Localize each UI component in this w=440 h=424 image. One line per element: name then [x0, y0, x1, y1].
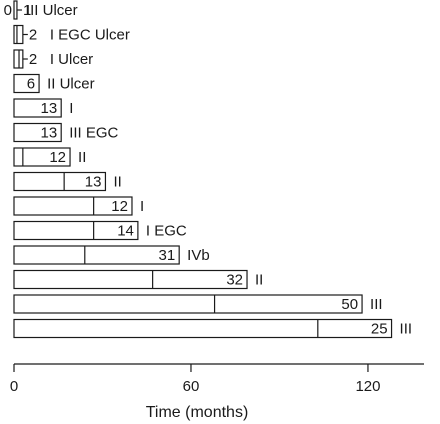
x-axis: 0 60 120 [10, 363, 424, 395]
bar [13, 0, 18, 20]
bar [13, 318, 393, 339]
bar-value-label: 6 [27, 76, 35, 93]
bar [13, 171, 107, 192]
bar-row: 12 I [13, 196, 144, 216]
bar-value-label: 50 [341, 296, 358, 313]
bar-side-label: II [78, 149, 86, 166]
bar-row: 6 II Ulcer [13, 73, 95, 94]
bar [13, 24, 24, 45]
bar-row: 2 I EGC Ulcer [13, 24, 130, 45]
bar [13, 122, 62, 143]
bar-row: 25 III [13, 318, 413, 339]
bar-side-label: IVb [187, 247, 210, 264]
bar-side-label: II Ulcer [47, 76, 95, 93]
bar-side-label: I Ulcer [50, 51, 93, 68]
x-tick-label: 0 [10, 378, 18, 395]
bar-value-label: 31 [158, 247, 175, 264]
x-tick-label: 120 [355, 378, 380, 395]
bar [13, 196, 133, 216]
bar-side-label: III [370, 296, 383, 313]
bar-value-label: 2 [29, 51, 37, 68]
bar-value-label: 12 [49, 149, 66, 166]
x-tick-label: 60 [183, 378, 200, 395]
bar-side-label: III Ulcer [26, 2, 78, 19]
bar-value-label: 1 [23, 2, 31, 19]
bar-row: 12 II [13, 147, 86, 167]
bar-value-label: 12 [111, 198, 128, 215]
bar-row: 50 III [13, 294, 383, 314]
bar-side-label: III EGC [69, 125, 118, 142]
bar-row: 32 II [13, 269, 263, 290]
bar-row: 14 I EGC [13, 220, 187, 241]
bar [13, 220, 139, 241]
bar-value-label: 32 [226, 272, 243, 289]
bar-row: 13 II [13, 171, 122, 192]
bar-side-label: I EGC Ulcer [50, 27, 130, 44]
bar-value-label: 13 [41, 125, 58, 142]
bar-value-label: 2 [29, 27, 37, 44]
bar-row: 13 III EGC [13, 122, 119, 143]
bar-value-label: 14 [117, 223, 134, 240]
bar [13, 147, 71, 167]
bar-side-label: II [255, 272, 263, 289]
bar-side-label: I [69, 100, 73, 117]
bar-side-label: II [113, 174, 121, 191]
bar [13, 73, 40, 94]
bar-value-label: 13 [85, 174, 102, 191]
x-axis-title: Time (months) [146, 404, 249, 421]
bar [13, 294, 363, 314]
bar [13, 245, 180, 265]
bar-start-label: 0 [4, 2, 12, 19]
bar-side-label: III [400, 321, 413, 338]
bar-value-label: 13 [41, 100, 58, 117]
bar-row: 31 IVb [13, 245, 210, 265]
bar-row: 2 I Ulcer [13, 49, 93, 69]
bar-side-label: I EGC [146, 223, 187, 240]
bar [13, 98, 62, 118]
bar-side-label: I [140, 198, 144, 215]
bar [13, 269, 248, 290]
bar-value-label: 25 [371, 321, 388, 338]
bar-row: 13 I [13, 98, 73, 118]
